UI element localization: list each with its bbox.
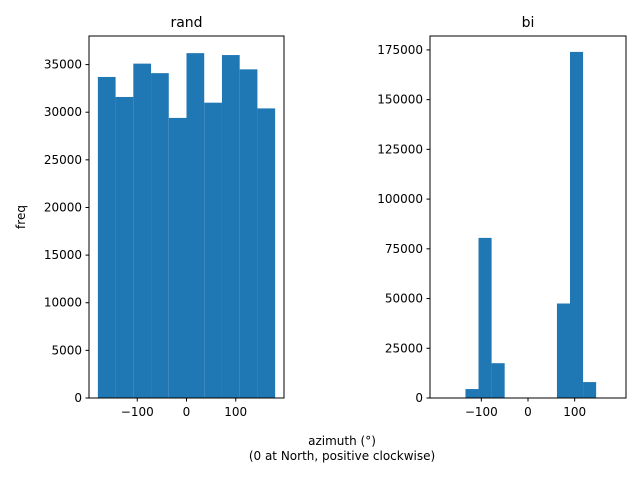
bi-y-tick-label: 125000 [377, 142, 423, 156]
bi-histogram-panel: 0 25000 50000 75000 100000 125000 150000 175000… [377, 15, 627, 419]
rand-x-tick-label: −100 [121, 405, 154, 419]
rand-y-tick-label: 20000 [44, 200, 82, 214]
rand-y-tick-label: 35000 [44, 58, 82, 72]
rand-bar-6 [204, 102, 222, 399]
rand-bar-0 [97, 76, 116, 398]
bi-y-tick-label: 100000 [377, 192, 423, 206]
rand-histogram-panel: 0 5000 10000 15000 20000 25000 30000 35000 −100… [14, 15, 285, 419]
bi-x-tick-label: 0 [524, 405, 532, 419]
rand-bar-2 [133, 63, 152, 399]
rand-bar-1 [115, 96, 134, 399]
bi-chart-title: bi [522, 15, 535, 31]
rand-bar-5 [186, 53, 205, 398]
bi-y-tick-label: 75000 [385, 242, 423, 256]
bi-y-tick-label: 150000 [377, 93, 423, 107]
bi-y-ticks: 0 25000 50000 75000 100000 125000 150000 175000 [377, 43, 430, 405]
bi-bar-11 [583, 382, 597, 398]
rand-bar-8 [239, 69, 258, 398]
rand-y-tick-label: 25000 [44, 153, 82, 167]
bi-y-tick-label: 175000 [377, 43, 423, 57]
rand-y-tick-label: 10000 [44, 296, 82, 310]
bi-bar-3 [478, 237, 492, 398]
shared-x-axis-label: azimuth (°) (0 at North, positive clockwi… [249, 434, 435, 463]
shared-x-axis-label-line: azimuth (°) [308, 434, 376, 448]
rand-y-tick-label: 15000 [44, 248, 82, 262]
bi-bar-4 [491, 363, 505, 398]
bi-bar-2 [465, 389, 479, 398]
bi-x-ticks: −100 0 100 [465, 398, 586, 419]
rand-x-ticks: −100 0 100 [121, 398, 247, 419]
rand-bar-9 [257, 108, 276, 399]
rand-y-tick-label: 30000 [44, 105, 82, 119]
rand-bars [97, 53, 276, 399]
bi-x-tick-label: 100 [563, 405, 586, 419]
rand-bar-7 [221, 55, 240, 398]
rand-x-tick-label: 100 [224, 405, 247, 419]
bi-y-tick-label: 50000 [385, 292, 423, 306]
bi-bars [465, 51, 597, 399]
rand-y-ticks: 0 5000 10000 15000 20000 25000 30000 35000 [44, 58, 89, 405]
bi-bar-10 [570, 51, 584, 399]
rand-y-axis-label: freq [14, 205, 28, 229]
rand-bar-4 [168, 117, 187, 398]
bi-x-tick-label: −100 [465, 405, 498, 419]
bi-y-tick-label: 0 [415, 391, 423, 405]
shared-x-axis-label-line: (0 at North, positive clockwise) [249, 449, 435, 463]
rand-y-tick-label: 5000 [51, 343, 82, 357]
bi-bar-9 [556, 303, 570, 398]
bi-y-tick-label: 25000 [385, 341, 423, 355]
rand-y-tick-label: 0 [74, 391, 82, 405]
rand-chart-title: rand [170, 15, 202, 31]
rand-bar-3 [151, 73, 169, 398]
rand-x-tick-label: 0 [183, 405, 191, 419]
